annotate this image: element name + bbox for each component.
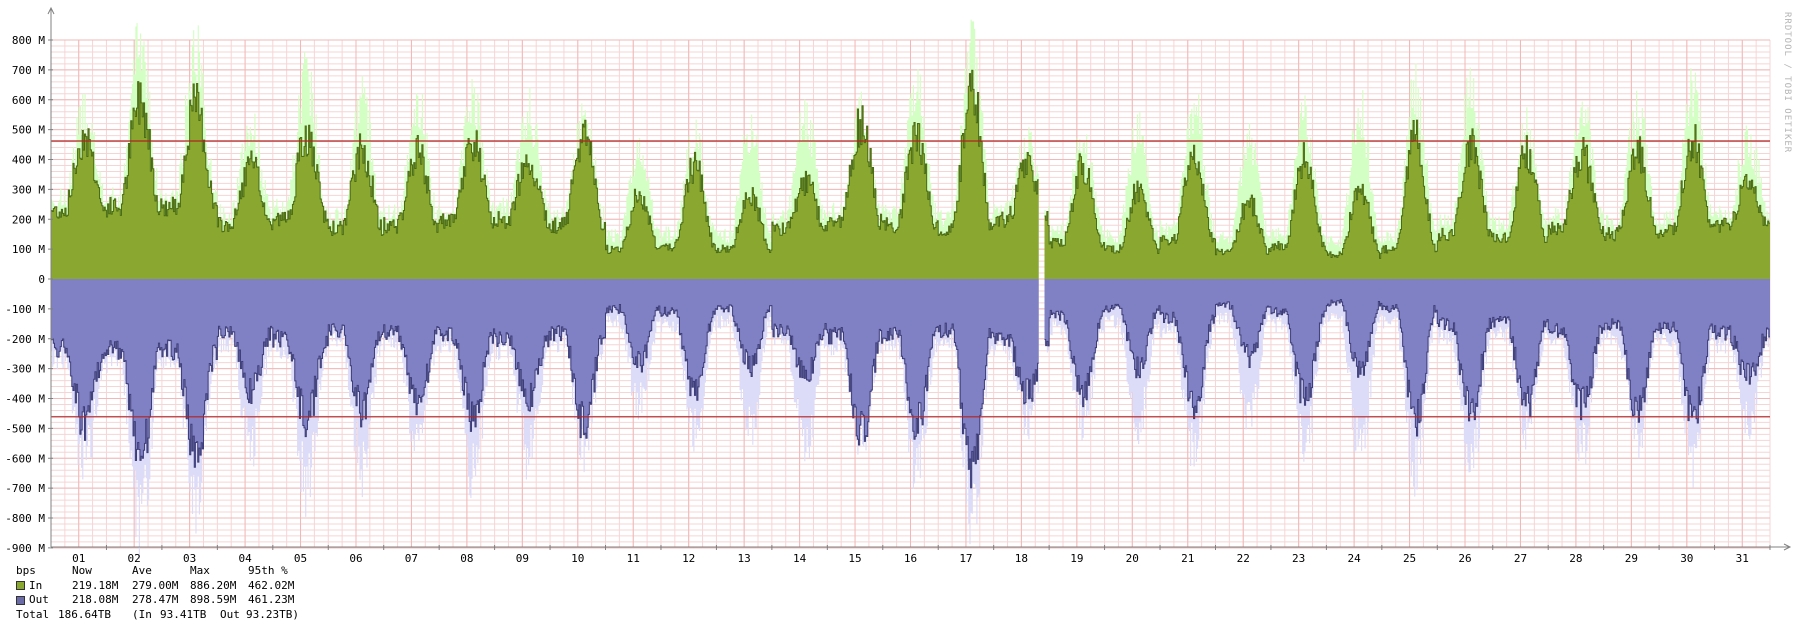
legend-out-label: Out [29, 593, 49, 606]
y-tick-label: -600 M [5, 452, 45, 465]
legend-in-max: 886.20M [190, 578, 237, 592]
legend-p95-header: 95th % [248, 564, 288, 577]
legend-in-label: In [29, 578, 43, 592]
in-avg-area [51, 70, 1770, 279]
legend-row-out: Out 218.08M 278.47M 898.59M 461.23M [16, 593, 299, 608]
legend-total-label: Total [16, 607, 50, 621]
y-tick-label: 0 [38, 273, 45, 286]
y-axis-arrow [47, 6, 55, 15]
x-tick-label: 19 [1070, 552, 1083, 565]
x-tick-label: 16 [904, 552, 917, 565]
legend-out-swatch [16, 595, 25, 605]
x-tick-label: 25 [1403, 552, 1416, 565]
x-tick-label: 12 [682, 552, 695, 565]
x-tick-label: 06 [349, 552, 362, 565]
legend-total-value: 186.64TB [58, 607, 111, 621]
x-tick-labels: 01 02 03 04 05 06 07 08 09 10 11 12 13 14 15 16 17 18 19 20… [72, 552, 1749, 565]
x-tick-label: 24 [1347, 552, 1361, 565]
x-tick-label: 15 [848, 552, 861, 565]
x-tick-label: 09 [516, 552, 529, 565]
legend-row-in: In 219.18M 279.00M 886.20M 462.02M [16, 579, 299, 594]
legend-in-p95: 462.02M [248, 578, 295, 592]
in-avg-line [51, 69, 1770, 259]
y-tick-label: -100 M [5, 303, 45, 316]
legend-total-out-value: 93.23TB) [246, 607, 299, 621]
y-tick-label: -500 M [5, 422, 45, 435]
x-tick-label: 10 [571, 552, 584, 565]
legend-in-now: 219.18M [72, 578, 119, 592]
y-tick-label: 500 M [12, 124, 45, 137]
legend-max-header: Max [190, 564, 210, 577]
x-tick-label: 01 [72, 552, 85, 565]
legend-out-max: 898.59M [190, 593, 237, 606]
x-tick-label: 02 [128, 552, 141, 565]
legend-now-header: Now [72, 564, 92, 577]
y-tick-label: 300 M [12, 183, 45, 196]
x-tick-label: 14 [793, 552, 807, 565]
x-tick-label: 27 [1514, 552, 1527, 565]
legend-total-in-value: 93.41TB [160, 607, 207, 621]
x-tick-label: 18 [1015, 552, 1028, 565]
y-tick-label: 800 M [12, 34, 45, 47]
axis-layer [47, 6, 1792, 551]
legend-ave-header: Ave [132, 564, 152, 577]
x-tick-label: 05 [294, 552, 307, 565]
x-tick-label: 28 [1569, 552, 1582, 565]
x-tick-label: 04 [238, 552, 252, 565]
legend-out-now: 218.08M [72, 593, 119, 606]
y-tick-label: -800 M [5, 512, 45, 525]
x-tick-label: 20 [1126, 552, 1139, 565]
rrdtool-watermark: RRDTOOL / TOBI OETIKER [1782, 12, 1792, 154]
y-tick-label: 200 M [12, 213, 45, 226]
x-tick-label: 07 [405, 552, 418, 565]
legend: bps Now Ave Max 95th % In 219.18M 279.00… [16, 564, 299, 622]
x-tick-label: 29 [1625, 552, 1638, 565]
y-tick-label: 600 M [12, 94, 45, 107]
legend-in-swatch [16, 581, 25, 591]
y-tick-labels: 800 M 700 M 600 M 500 M 400 M 300 M 200 M 100 M… [5, 34, 45, 555]
y-tick-label: -200 M [5, 333, 45, 346]
legend-total-out-label: Out [220, 607, 240, 621]
x-tick-label: 08 [460, 552, 473, 565]
x-axis-arrow [1783, 543, 1792, 551]
legend-out-p95: 461.23M [248, 593, 295, 606]
y-tick-label: -300 M [5, 363, 45, 376]
x-tick-label: 30 [1680, 552, 1693, 565]
legend-total-in-label: (In [132, 607, 152, 621]
x-tick-label: 31 [1736, 552, 1749, 565]
x-tick-label: 11 [627, 552, 640, 565]
x-tick-label: 17 [959, 552, 972, 565]
y-tick-label: -700 M [5, 482, 45, 495]
avg-area-layer [51, 69, 1770, 489]
legend-in-ave: 279.00M [132, 578, 179, 592]
x-tick-label: 13 [738, 552, 751, 565]
x-tick-label: 22 [1237, 552, 1250, 565]
legend-unit: bps [16, 564, 36, 577]
percentile-layer [51, 140, 1770, 418]
y-tick-label: -400 M [5, 393, 45, 406]
y-tick-label: 400 M [12, 154, 45, 167]
x-tick-label: 23 [1292, 552, 1305, 565]
y-tick-label: -900 M [5, 542, 45, 555]
legend-out-ave: 278.47M [132, 593, 179, 606]
legend-header: bps Now Ave Max 95th % [16, 564, 299, 579]
y-tick-label: 700 M [12, 64, 45, 77]
legend-row-total: Total 186.64TB (In 93.41TB Out 93.23TB) [16, 608, 299, 623]
y-tick-label: 100 M [12, 243, 45, 256]
out-avg-line [51, 299, 1770, 489]
x-tick-label: 21 [1181, 552, 1194, 565]
out-avg-area [51, 279, 1770, 488]
x-tick-label: 03 [183, 552, 196, 565]
x-tick-label: 26 [1458, 552, 1471, 565]
